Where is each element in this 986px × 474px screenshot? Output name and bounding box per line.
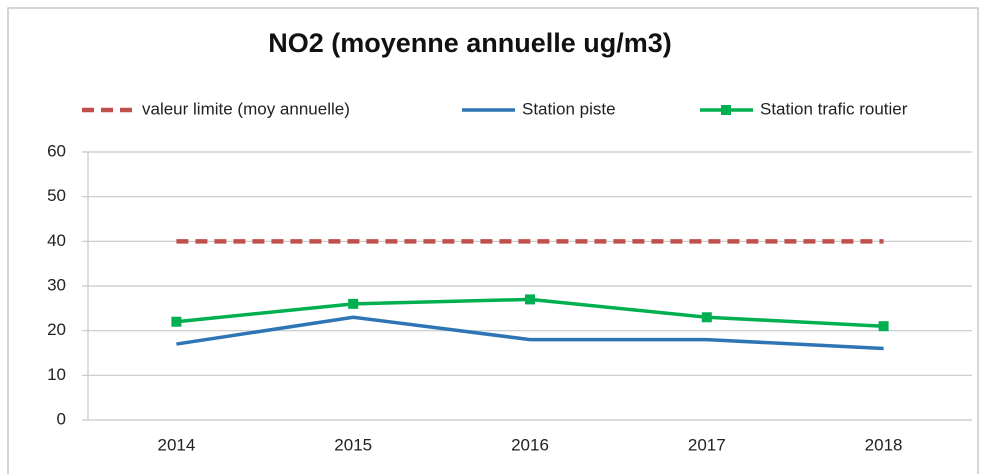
x-tick-label: 2014 — [157, 435, 195, 454]
y-tick-label: 20 — [47, 320, 66, 339]
x-tick-label: 2015 — [334, 435, 372, 454]
series-marker — [171, 316, 182, 327]
y-tick-label: 50 — [47, 186, 66, 205]
y-tick-label: 60 — [47, 141, 66, 160]
x-tick-label: 2016 — [511, 435, 549, 454]
y-tick-label: 10 — [47, 365, 66, 384]
series-marker — [348, 298, 359, 309]
y-tick-label: 40 — [47, 231, 66, 250]
y-tick-label: 0 — [57, 409, 66, 428]
y-tick-label: 30 — [47, 275, 66, 294]
chart-title: NO2 (moyenne annuelle ug/m3) — [268, 28, 672, 58]
legend-label: valeur limite (moy annuelle) — [142, 99, 350, 118]
legend-label: Station trafic routier — [760, 99, 908, 118]
x-tick-label: 2017 — [688, 435, 726, 454]
legend-marker — [721, 105, 731, 115]
series-line — [176, 315, 884, 351]
legend-label: Station piste — [522, 99, 616, 118]
series-marker — [701, 312, 712, 323]
x-tick-label: 2018 — [865, 435, 903, 454]
series-marker — [878, 321, 889, 332]
series-marker — [525, 294, 535, 305]
